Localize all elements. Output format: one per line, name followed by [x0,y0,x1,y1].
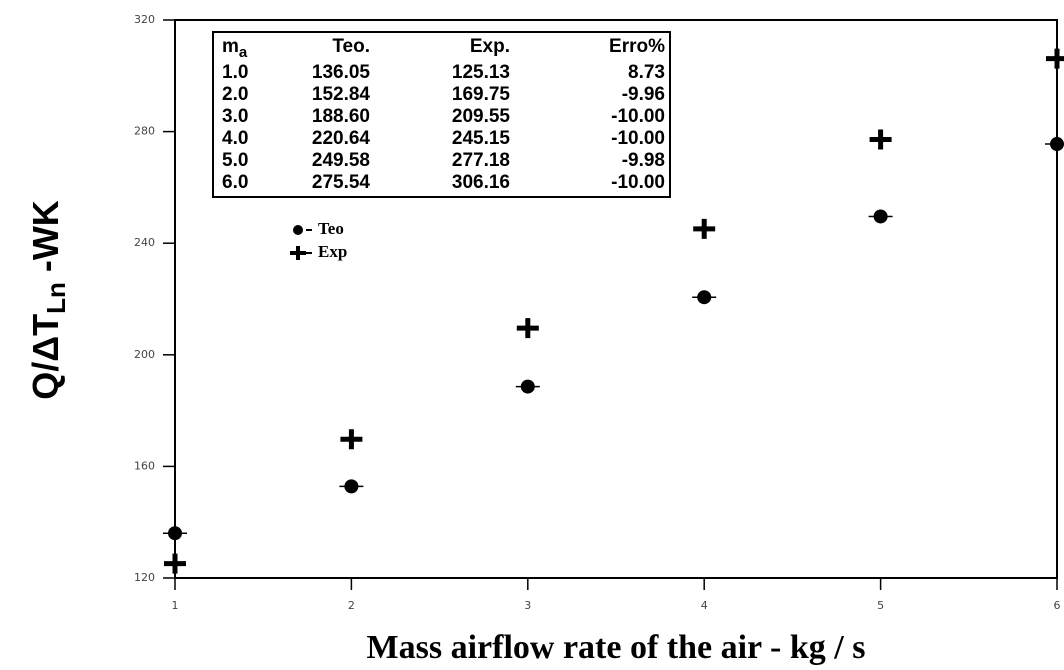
table-cell: 6.0 [222,172,248,193]
y-tick-label: 120 [134,571,155,584]
legend-label: Exp [318,242,347,261]
table-cell: -9.96 [622,84,665,105]
table-header: Erro% [609,36,665,57]
exp-point [1046,48,1064,69]
table-cell: 245.15 [452,128,511,149]
y-tick-label: 200 [134,348,155,361]
x-tick-label: 1 [172,599,179,612]
x-tick-label: 4 [701,599,708,612]
table-cell: 136.05 [312,62,371,83]
teo-point [1045,137,1064,152]
teo-point [868,209,893,224]
table-header: Exp. [470,36,510,57]
teo-point [339,479,364,494]
table-header: ma [222,36,248,61]
table-cell: 125.13 [452,62,510,83]
table-cell: 306.16 [452,172,510,193]
y-tick-label: 320 [134,13,155,26]
plot-frame [174,19,1058,579]
table-box [212,31,671,198]
x-axis-label: Mass airflow rate of the air - kg / s [367,629,866,666]
x-tick-label: 3 [524,599,531,612]
table-cell: 275.54 [312,172,371,193]
table-cell: 220.64 [312,128,371,149]
legend-label: Teo [318,219,344,238]
table-cell: 5.0 [222,150,248,171]
x-tick-label: 6 [1054,599,1061,612]
table-cell: 249.58 [312,150,370,171]
table-cell: 1.0 [222,62,248,83]
teo-point [163,526,187,541]
legend-marker [293,225,303,235]
exp-point [516,318,539,339]
exp-point [869,129,892,150]
table-cell: 209.55 [452,106,511,127]
table-header: Teo. [332,36,370,57]
table-cell: 152.84 [312,84,371,105]
y-label-main: Q/ΔT [25,314,66,400]
exp-point [340,429,363,450]
table-cell: 3.0 [222,106,248,127]
table-cell: -10.00 [611,172,665,193]
x-tick-label: 2 [348,599,355,612]
exp-point [693,218,716,239]
y-tick-label: 160 [134,459,155,472]
y-tick-label: 240 [134,236,155,249]
y-axis-label: Q/ΔTLn -WK [25,200,71,400]
table-cell: -10.00 [611,128,665,149]
table-cell: 277.18 [452,150,510,171]
y-tick-label: 280 [134,125,155,138]
table-header-m: m [222,36,239,57]
x-tick-label: 5 [877,599,884,612]
table-cell: -9.98 [622,150,665,171]
y-label-suffix: -WK [25,200,66,282]
table-cell: 188.60 [312,106,370,127]
teo-point [515,379,540,394]
table-cell: -10.00 [611,106,665,127]
y-label-sub: Ln [41,282,71,314]
table-cell: 169.75 [452,84,511,105]
exp-point [164,553,186,574]
legend-marker [290,246,306,260]
table-cell: 8.73 [628,62,665,83]
teo-point [692,290,717,305]
table-cell: 2.0 [222,84,248,105]
table-cell: 4.0 [222,128,248,149]
table-header-sub: a [239,44,248,61]
